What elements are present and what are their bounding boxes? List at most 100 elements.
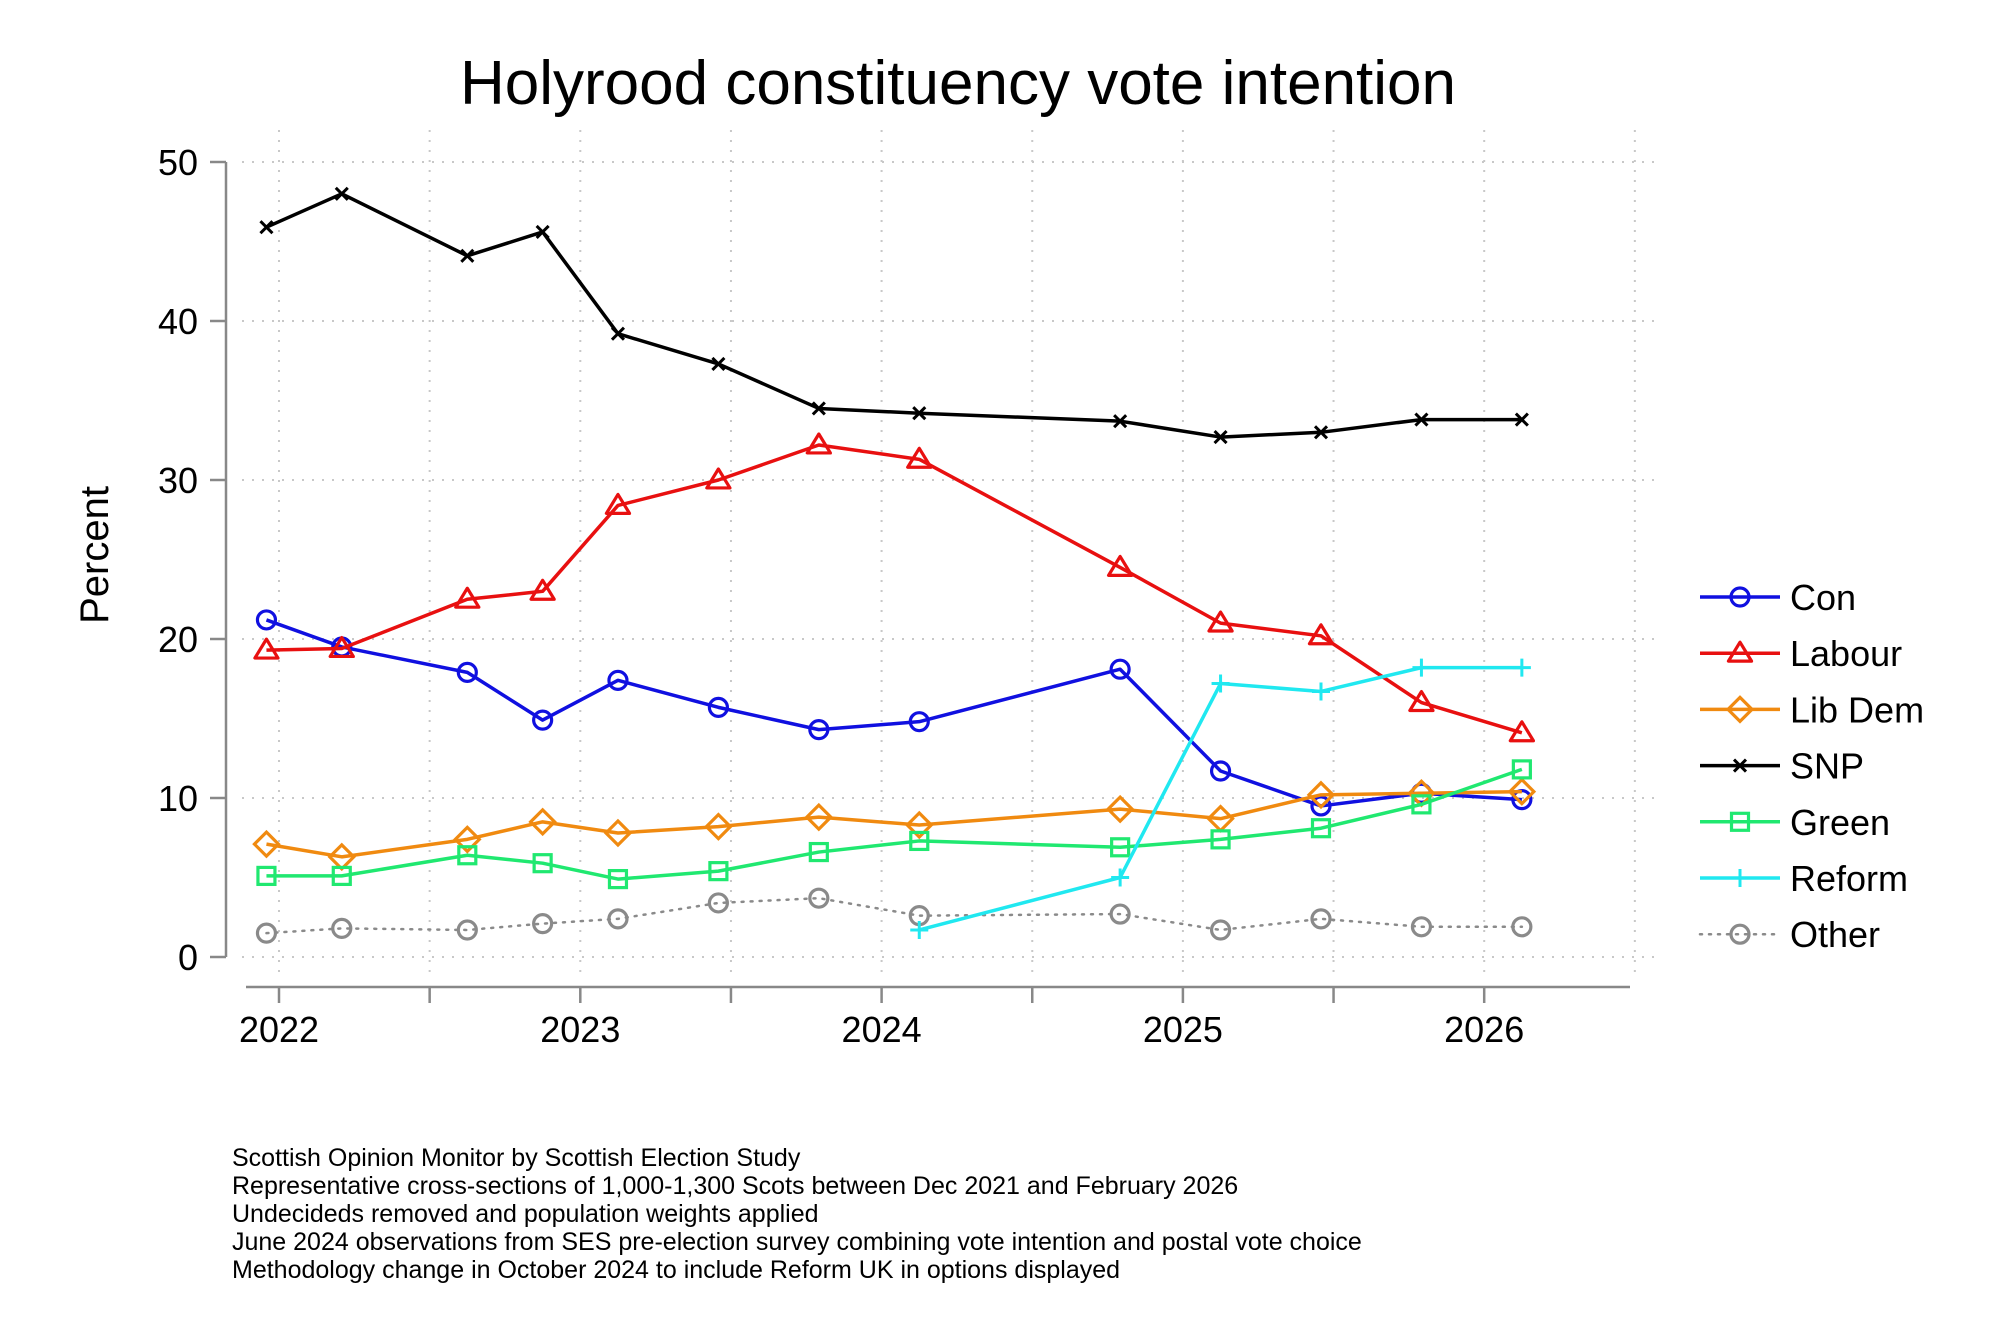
data-point-con: [908, 711, 930, 733]
data-point-reform: [910, 920, 929, 939]
series-green: [256, 759, 1532, 890]
y-tick-label: 30: [158, 460, 198, 501]
legend-item-con: Con: [1700, 577, 1856, 618]
legend-marker-lib-dem: [1725, 695, 1755, 724]
x-tick-label: 2023: [540, 1009, 620, 1050]
data-point-snp: [610, 326, 626, 341]
legend-label-reform: Reform: [1790, 858, 1908, 899]
series-line-reform: [918, 665, 1522, 932]
legend-marker-other: [1729, 923, 1751, 945]
data-point-labour: [604, 492, 632, 515]
data-point-snp: [711, 356, 726, 371]
note-line: Undecideds removed and population weight…: [232, 1200, 819, 1228]
data-point-snp: [1213, 430, 1228, 445]
data-point-other: [1511, 916, 1533, 938]
y-tick-label: 10: [158, 778, 198, 819]
data-point-labour: [1207, 610, 1234, 633]
legend-label-other: Other: [1790, 914, 1880, 955]
legend: Con Labour Lib Dem SNP Green Reform Other: [1698, 577, 1924, 955]
data-point-other: [808, 887, 830, 909]
data-point-lib-dem: [252, 829, 281, 859]
data-point-green: [1210, 829, 1231, 850]
data-point-lib-dem: [804, 802, 834, 832]
data-point-reform: [1512, 658, 1531, 677]
note-line: Representative cross-sections of 1,000-1…: [232, 1172, 1239, 1200]
legend-marker-labour: [1726, 640, 1754, 663]
legend-marker-snp: [1732, 758, 1748, 773]
legend-marker-con: [1729, 586, 1751, 608]
data-point-con: [255, 609, 278, 631]
data-point-green: [1411, 794, 1432, 815]
data-point-other: [1410, 916, 1433, 938]
data-point-other: [331, 917, 353, 939]
data-point-reform: [1312, 682, 1330, 701]
data-point-green: [708, 861, 729, 882]
data-point-con: [1209, 760, 1232, 782]
y-tick-label: 20: [158, 619, 198, 660]
grid: [242, 130, 1660, 975]
x-tick-label: 2024: [842, 1009, 922, 1050]
data-point-labour: [906, 446, 933, 469]
data-point-other: [707, 892, 729, 914]
legend-label-green: Green: [1790, 802, 1890, 843]
x-tick-label: 2025: [1143, 1009, 1223, 1050]
data-point-labour: [805, 432, 832, 455]
data-point-green: [457, 845, 478, 866]
data-point-other: [255, 922, 278, 944]
legend-item-reform: Reform: [1700, 858, 1908, 899]
data-point-lib-dem: [453, 825, 482, 854]
note-line: Scottish Opinion Monitor by Scottish Ele…: [232, 1144, 801, 1172]
data-point-other: [607, 908, 629, 930]
data-point-green: [909, 830, 930, 852]
data-point-other: [1209, 919, 1232, 941]
data-point-reform: [1412, 658, 1431, 677]
data-point-snp: [1313, 425, 1329, 440]
legend-item-other: Other: [1698, 914, 1880, 955]
x-tick-label: 2022: [239, 1009, 319, 1050]
note-line: Methodology change in October 2024 to in…: [232, 1256, 1121, 1284]
data-point-lib-dem: [1507, 777, 1537, 806]
data-point-lib-dem: [904, 810, 934, 840]
data-point-other: [532, 913, 554, 935]
data-point-con: [1310, 795, 1332, 817]
data-point-snp: [1514, 412, 1529, 427]
data-point-snp: [535, 224, 550, 240]
data-point-labour: [705, 467, 732, 490]
data-point-labour: [253, 637, 280, 660]
data-point-labour: [454, 586, 481, 609]
data-point-green: [331, 865, 352, 887]
data-point-reform: [1211, 674, 1230, 693]
data-point-snp: [912, 406, 927, 421]
data-point-lib-dem: [1105, 794, 1135, 824]
data-point-labour: [1508, 720, 1536, 743]
data-point-lib-dem: [603, 818, 633, 848]
data-point-snp: [460, 248, 475, 263]
note-line: June 2024 observations from SES pre-elec…: [232, 1228, 1362, 1256]
series-snp: [259, 186, 1529, 445]
series-reform: [910, 658, 1531, 939]
data-point-green: [532, 853, 553, 874]
legend-label-labour: Labour: [1790, 633, 1902, 674]
data-point-green: [1310, 818, 1332, 839]
legend-marker-reform: [1731, 869, 1749, 887]
data-point-green: [607, 868, 629, 890]
legend-item-green: Green: [1700, 802, 1890, 843]
x-tick-label: 2026: [1444, 1009, 1524, 1050]
data-point-green: [256, 865, 277, 887]
chart-title: Holyrood constituency vote intention: [460, 49, 1456, 118]
y-tick-label: 0: [178, 937, 198, 978]
series-other: [255, 887, 1533, 944]
series-line-lib-dem: [266, 789, 1522, 859]
y-axis-label: Percent: [73, 486, 117, 624]
data-point-labour: [328, 635, 355, 659]
y-tick-label: 40: [158, 301, 198, 342]
legend-label-con: Con: [1790, 577, 1856, 618]
series-con: [255, 609, 1533, 817]
series-line-other: [265, 896, 1524, 935]
data-point-other: [1109, 903, 1131, 925]
data-point-reform: [1111, 868, 1130, 887]
data-point-green: [1511, 759, 1532, 780]
data-point-con: [808, 719, 830, 741]
source-notes: Scottish Opinion Monitor by Scottish Ele…: [232, 1144, 1362, 1284]
